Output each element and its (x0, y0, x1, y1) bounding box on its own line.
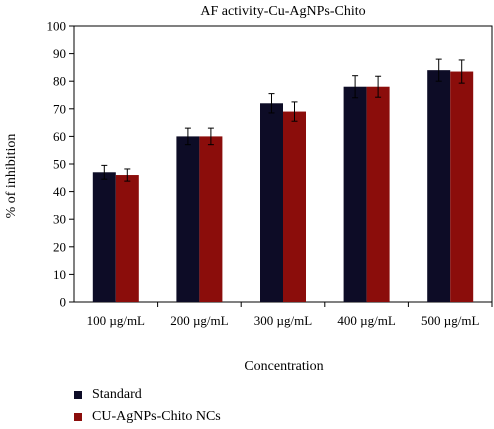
y-tick-label: 80 (53, 74, 66, 89)
y-tick-label: 70 (53, 101, 66, 116)
y-tick-label: 50 (53, 157, 66, 172)
legend-label-standard: Standard (92, 387, 142, 402)
x-tick-label: 300 µg/mL (254, 313, 312, 328)
y-tick-label: 40 (53, 184, 66, 199)
x-tick-label: 400 µg/mL (337, 313, 395, 328)
bar (427, 70, 451, 302)
legend-swatch-standard (74, 391, 82, 399)
bar (176, 136, 200, 302)
bars (92, 58, 474, 302)
y-axis-label: % of inhibition (4, 134, 19, 219)
bar (92, 172, 116, 302)
legend-item-cu-agnps: CU-AgNPs-Chito NCs (74, 406, 221, 428)
x-axis: 100 µg/mL 200 µg/mL 300 µg/mL 400 µg/mL 500 … (87, 302, 493, 328)
x-tick-label: 500 µg/mL (421, 313, 479, 328)
legend-label-cu-agnps: CU-AgNPs-Chito NCs (92, 409, 221, 424)
y-tick-label: 0 (60, 295, 67, 310)
bar (115, 175, 139, 302)
legend-swatch-cu-agnps (74, 413, 82, 421)
y-axis: 0 10 20 30 40 50 60 70 80 90 100 (47, 19, 74, 310)
x-tick-label: 100 µg/mL (87, 313, 145, 328)
y-tick-label: 60 (53, 129, 66, 144)
y-tick-label: 10 (53, 267, 66, 282)
bar (366, 86, 390, 302)
bar (450, 71, 474, 302)
y-tick-label: 90 (53, 46, 66, 61)
x-axis-label: Concentration (244, 359, 323, 374)
legend: Standard CU-AgNPs-Chito NCs (74, 384, 221, 428)
legend-item-standard: Standard (74, 384, 221, 406)
chart-title: AF activity-Cu-AgNPs-Chito (200, 4, 365, 19)
bar (260, 103, 283, 302)
bar (343, 86, 367, 302)
x-tick-label: 200 µg/mL (170, 313, 228, 328)
y-tick-label: 20 (53, 239, 66, 254)
bar (283, 111, 306, 302)
bar (199, 136, 223, 302)
y-tick-label: 100 (47, 19, 67, 34)
y-tick-label: 30 (53, 212, 66, 227)
